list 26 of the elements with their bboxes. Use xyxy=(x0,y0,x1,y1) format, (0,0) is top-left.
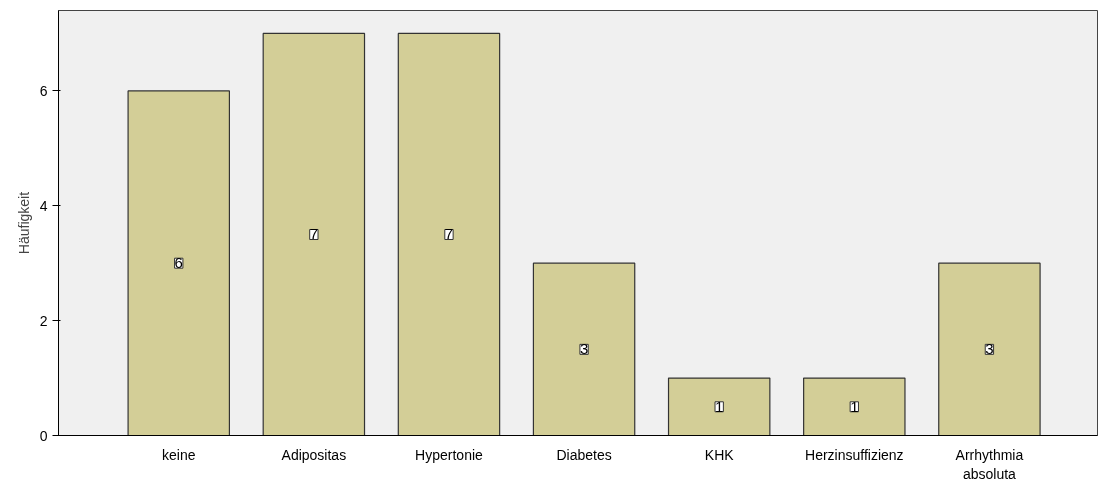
x-tick-label: Hypertonie xyxy=(415,446,484,463)
x-tick-label: keine xyxy=(162,446,196,463)
bar xyxy=(667,377,771,436)
x-tick-label: Adipositas xyxy=(281,446,347,463)
y-tick-label: 0 xyxy=(39,427,48,444)
y-tick-label: 6 xyxy=(39,82,48,99)
bar xyxy=(532,262,636,436)
y-tick-label: 4 xyxy=(39,197,48,214)
bar xyxy=(397,32,501,436)
bar xyxy=(803,377,906,436)
bar xyxy=(262,32,366,436)
x-tick-label: Herzinsuffizienz xyxy=(805,446,904,463)
data-label: 1 xyxy=(850,397,859,415)
data-label: 1 xyxy=(715,397,724,415)
y-axis-title: Häufigkeit xyxy=(15,191,32,255)
data-label: 7 xyxy=(309,225,319,243)
x-tick-label: Arrhythmia absoluta xyxy=(955,446,1024,482)
data-label: 7 xyxy=(444,225,454,243)
x-tick-label: KHK xyxy=(704,446,735,463)
data-label: 3 xyxy=(985,340,994,358)
y-tick-label: 2 xyxy=(39,312,48,329)
data-label: 6 xyxy=(174,254,183,272)
x-tick-label: Diabetes xyxy=(556,446,612,463)
data-label: 3 xyxy=(579,340,589,358)
bar xyxy=(938,262,1041,436)
bar xyxy=(127,90,231,436)
